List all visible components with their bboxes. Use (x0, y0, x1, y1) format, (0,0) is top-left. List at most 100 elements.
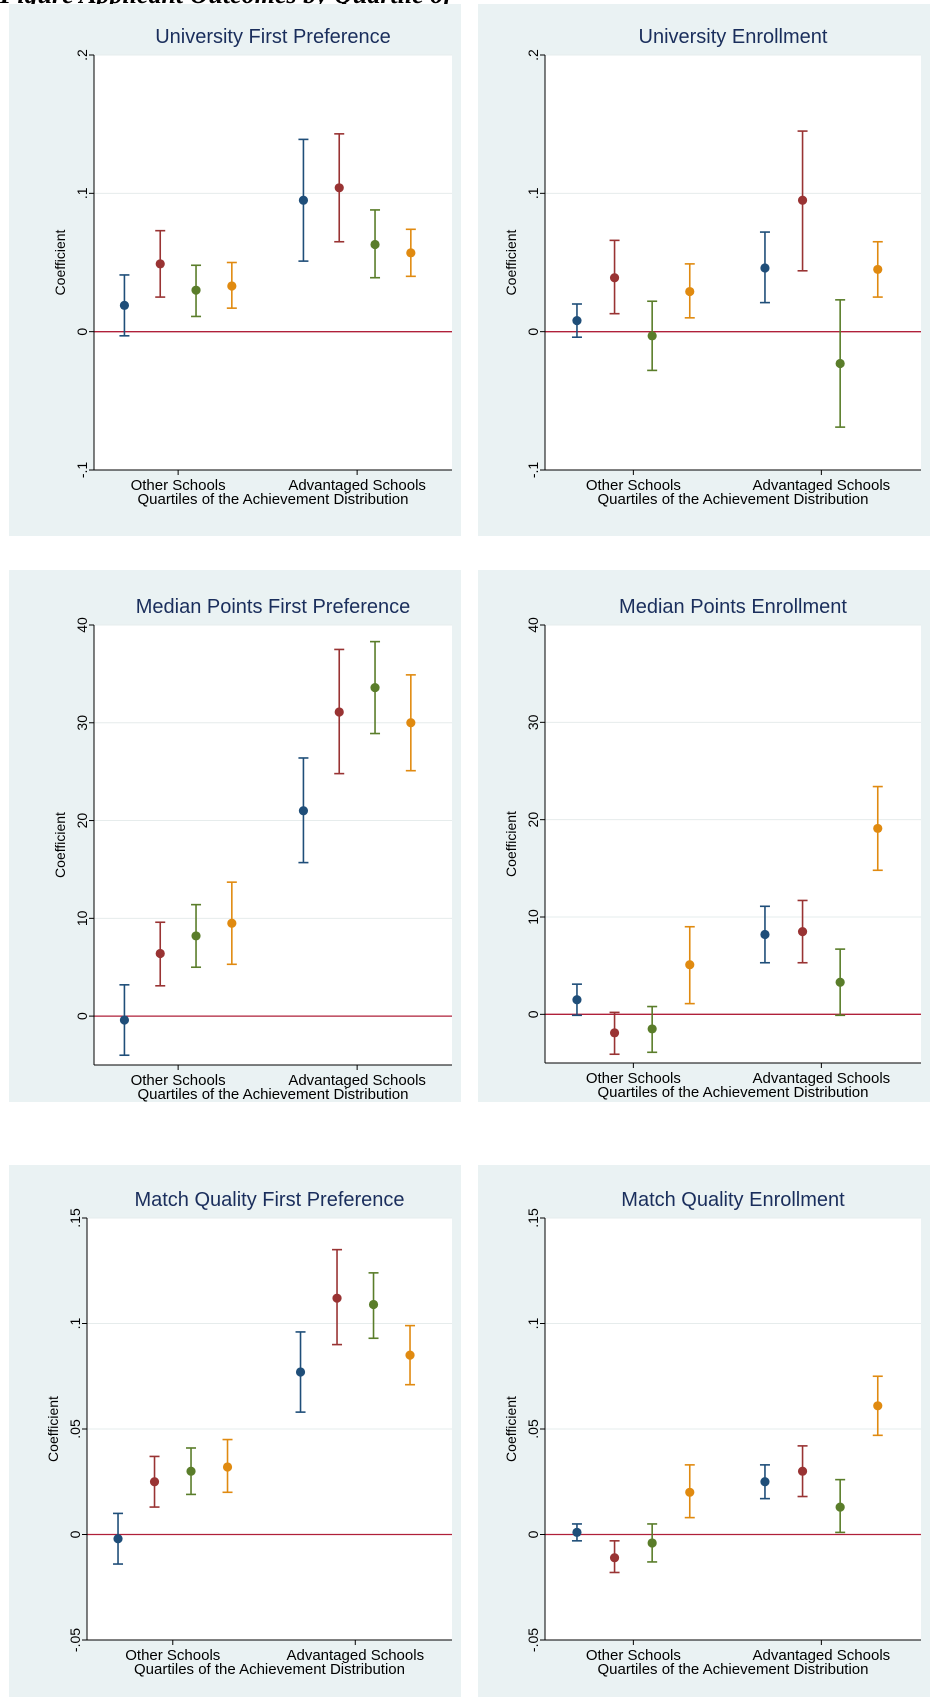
ci-marker-q4 (222, 1438, 233, 1494)
x-category-label: Advantaged Schools (286, 1647, 424, 1664)
y-tick-label: .15 (525, 1208, 541, 1228)
point-estimate (647, 331, 657, 341)
point-estimate (334, 183, 344, 193)
x-category-label: Advantaged Schools (753, 1647, 891, 1664)
ci-marker-q1 (571, 983, 582, 1017)
ci-marker-q2 (797, 130, 808, 272)
point-estimate (835, 977, 845, 987)
chart-panel-1: -.1 0 .1 .2 Other Schools Advantaged Schools Q… (9, 4, 461, 536)
y-axis-title: Coefficient (52, 229, 68, 295)
y-tick-label: .2 (74, 49, 90, 61)
point-estimate (186, 1466, 196, 1476)
plot-area (94, 55, 452, 470)
chart-svg: -.1 0 .1 .2 Other Schools Advantaged SchoolsQ… (52, 26, 452, 508)
ci-marker-q3 (186, 1447, 197, 1496)
y-tick-label: 20 (525, 812, 541, 828)
ci-marker-q3 (370, 640, 381, 735)
y-tick-label: 0 (74, 1012, 90, 1020)
y-tick-label: 0 (525, 1010, 541, 1018)
point-estimate (609, 1553, 620, 1563)
ci-marker-q4 (226, 261, 237, 309)
point-estimate (685, 960, 695, 970)
ci-marker-q4 (226, 881, 237, 966)
ci-marker-q3 (647, 1523, 658, 1563)
x-category-label: Advantaged Schools (288, 1072, 426, 1089)
y-tick-label: -.05 (525, 1628, 541, 1652)
chart-panel-3: 0 10 20 30 40 Other Schools Advantaged Schools… (9, 570, 461, 1102)
point-estimate (191, 285, 201, 295)
x-axis-title: Quartiles of the Achievement Distributio… (598, 1661, 869, 1678)
x-axis-title: Quartiles of the Achievement Distributio… (598, 491, 869, 508)
point-estimate (332, 1293, 342, 1303)
x-axis-title: Quartiles of the Achievement Distributio… (134, 1661, 405, 1678)
chart-title: Median Points Enrollment (619, 596, 847, 618)
chart-svg: -.1 0 .1 .2 Other Schools Advantaged SchoolsQ… (503, 26, 921, 508)
point-estimate (609, 273, 620, 283)
x-axis-title: Quartiles of the Achievement Distributio… (138, 1086, 409, 1102)
ci-marker-q2 (609, 1540, 620, 1574)
point-estimate (572, 995, 582, 1005)
chart-title: Match Quality Enrollment (621, 1189, 845, 1211)
ci-marker-q4 (684, 1464, 695, 1519)
ci-marker-q2 (609, 1011, 620, 1056)
ci-marker-q3 (835, 1478, 846, 1534)
ci-marker-q1 (571, 303, 582, 339)
point-estimate (368, 1299, 379, 1310)
chart-svg: 0 10 20 30 40 Other Schools Advantaged Schools… (503, 596, 921, 1101)
point-estimate (298, 806, 309, 816)
y-tick-label: 10 (74, 910, 90, 926)
chart-svg: -.05 0 .05 .1 .15 Other Schools Advantaged Sch… (45, 1189, 452, 1678)
x-category-label: Other Schools (125, 1647, 220, 1664)
ci-marker-q3 (647, 1005, 658, 1054)
point-estimate (155, 259, 165, 269)
ci-marker-q4 (684, 263, 695, 319)
point-estimate (334, 707, 344, 717)
y-axis-title: Coefficient (503, 229, 519, 295)
ci-marker-q4 (405, 1324, 416, 1386)
plot-area (94, 625, 452, 1065)
chart-title: University Enrollment (639, 26, 828, 48)
chart-panel-2: -.1 0 .1 .2 Other Schools Advantaged Schools Q… (478, 4, 930, 536)
point-estimate (149, 1477, 160, 1487)
plot-area (545, 625, 921, 1063)
y-tick-label: 0 (525, 1530, 541, 1538)
ci-marker-q1 (759, 905, 770, 964)
point-estimate (155, 948, 165, 959)
point-estimate (191, 931, 201, 941)
y-tick-label: .05 (525, 1419, 541, 1439)
y-tick-label: -.05 (67, 1628, 83, 1652)
ci-marker-q4 (405, 228, 416, 278)
y-tick-label: 10 (525, 909, 541, 925)
point-estimate (797, 195, 808, 205)
point-estimate (298, 195, 309, 205)
y-axis-title: Coefficient (52, 812, 68, 878)
y-tick-label: -.1 (525, 462, 541, 479)
point-estimate (572, 1527, 582, 1537)
y-tick-label: 0 (74, 328, 90, 336)
y-tick-label: -.1 (74, 462, 90, 479)
point-estimate (406, 718, 416, 728)
point-estimate (370, 239, 380, 250)
ci-marker-q1 (298, 138, 309, 262)
point-estimate (685, 286, 695, 297)
ci-marker-q1 (759, 1464, 770, 1500)
ci-marker-q2 (155, 921, 166, 987)
point-estimate (873, 264, 883, 275)
ci-marker-q3 (835, 299, 846, 428)
ci-marker-q2 (334, 133, 345, 243)
y-tick-label: .1 (525, 1317, 541, 1329)
ci-marker-q4 (405, 674, 416, 772)
x-category-label: Advantaged Schools (753, 477, 891, 494)
chart-title: Match Quality First Preference (134, 1189, 404, 1211)
y-tick-label: 20 (74, 813, 90, 829)
ci-marker-q4 (684, 925, 695, 1005)
chart-panel-4: 0 10 20 30 40 Other Schools Advantaged Schools… (478, 570, 930, 1102)
y-axis-title: Coefficient (45, 1396, 61, 1462)
point-estimate (760, 263, 770, 273)
ci-marker-q2 (155, 229, 166, 298)
chart-svg: 0 10 20 30 40 Other Schools Advantaged Schools… (52, 596, 452, 1102)
ci-marker-q4 (872, 785, 883, 872)
y-tick-label: 0 (67, 1530, 83, 1538)
ci-marker-q1 (295, 1331, 306, 1413)
ci-marker-q3 (835, 948, 846, 1017)
